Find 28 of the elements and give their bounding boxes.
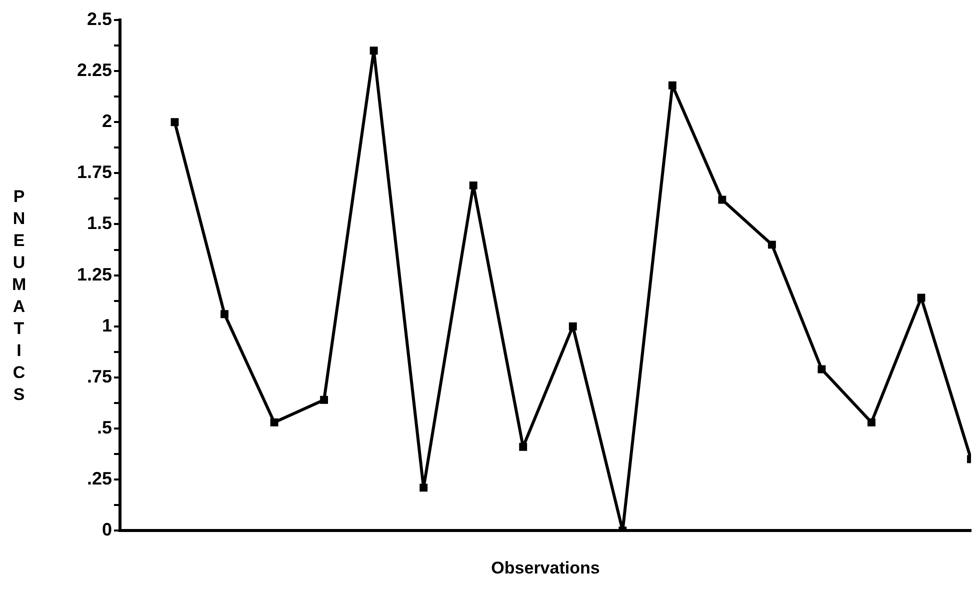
point — [917, 294, 926, 302]
y-tick-label: 2 — [102, 111, 112, 132]
text: PNEUMATICS — [12, 186, 26, 404]
y-tick-label: 0 — [102, 520, 112, 540]
point — [220, 310, 228, 318]
y-tick-label: .5 — [96, 417, 112, 438]
y-tick-label: 1.5 — [86, 213, 112, 234]
y-tick-label: 2.5 — [86, 8, 112, 29]
point — [170, 118, 179, 126]
point — [867, 418, 876, 426]
point — [668, 81, 676, 90]
y-tick-label: .25 — [86, 468, 112, 489]
y-tick-label: 2.25 — [76, 60, 112, 80]
y-tick-label: 1 — [102, 315, 112, 336]
y-tick-label: 1.25 — [76, 264, 112, 284]
y-tick-label: 1.75 — [76, 162, 112, 182]
point — [420, 484, 428, 492]
point — [568, 322, 577, 330]
y-tick-label: .75 — [86, 366, 112, 386]
point — [320, 396, 328, 404]
point — [519, 442, 528, 451]
point — [370, 46, 378, 55]
point — [718, 196, 726, 204]
point — [768, 240, 776, 249]
point — [270, 418, 278, 426]
x-axis-title: Observations — [491, 558, 600, 578]
point — [469, 181, 478, 190]
point — [818, 365, 826, 374]
